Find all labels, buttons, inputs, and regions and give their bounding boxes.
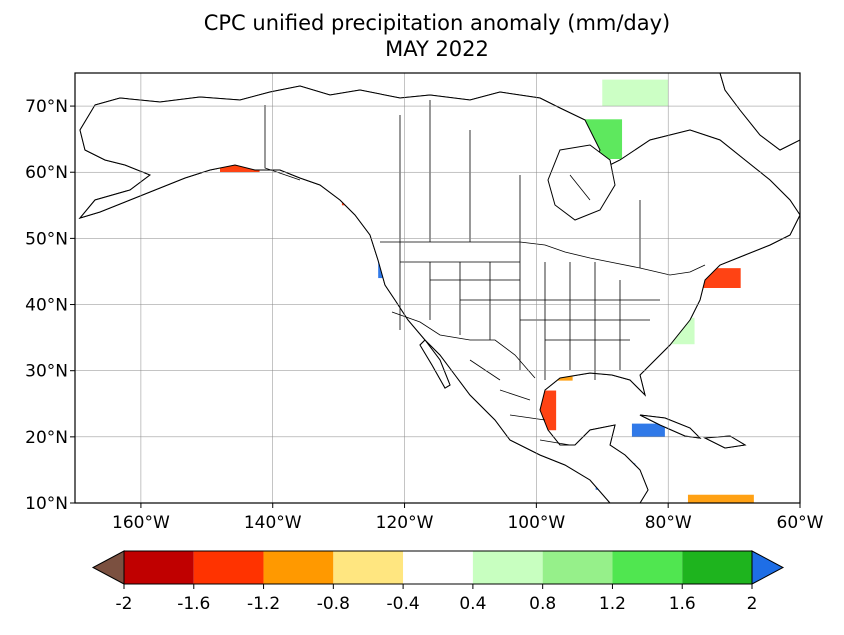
anomaly-cell bbox=[602, 79, 669, 107]
gridlines bbox=[75, 73, 800, 503]
lat-label: 70°N bbox=[25, 97, 68, 117]
lon-label: 80°W bbox=[645, 513, 692, 533]
colorbar-segment bbox=[612, 551, 683, 584]
colorbar-tick-label: 1.2 bbox=[599, 594, 626, 614]
colorbar-segment bbox=[682, 551, 752, 584]
colorbar: -2 -1.6 -1.2 -0.8 -0.4 0.4 0.8 1.2 1.6 2 bbox=[91, 550, 785, 614]
lon-label: 160°W bbox=[112, 513, 170, 533]
lon-label: 60°W bbox=[777, 513, 824, 533]
colorbar-segment bbox=[403, 551, 473, 584]
colorbar-segment bbox=[333, 551, 404, 584]
us-state-lines bbox=[399, 242, 660, 380]
colorbar-segment bbox=[124, 551, 194, 584]
political-boundaries bbox=[264, 100, 706, 446]
us-canada-border bbox=[380, 241, 706, 276]
title-line-2: MAY 2022 bbox=[385, 37, 489, 61]
colorbar-segment bbox=[193, 551, 264, 584]
latitude-labels: 10°N 20°N 30°N 40°N 50°N 60°N 70°N bbox=[25, 97, 75, 514]
colorbar-under-arrow bbox=[91, 550, 125, 585]
colorbar-segment bbox=[542, 551, 613, 584]
longitude-labels: 160°W 140°W 120°W 100°W 80°W 60°W bbox=[112, 503, 824, 533]
colorbar-tick-label: -1.6 bbox=[177, 594, 210, 614]
lat-label: 10°N bbox=[25, 494, 68, 514]
colorbar-over-arrow bbox=[751, 550, 785, 585]
colorbar-tick-label: 1.6 bbox=[669, 594, 696, 614]
lon-label: 140°W bbox=[244, 513, 302, 533]
lat-label: 50°N bbox=[25, 229, 68, 249]
us-mexico-border bbox=[391, 311, 536, 379]
lat-label: 20°N bbox=[25, 428, 68, 448]
anomaly-cell bbox=[631, 423, 665, 437]
colorbar-tick-label: 2 bbox=[747, 594, 758, 614]
lon-label: 120°W bbox=[376, 513, 434, 533]
colorbar-segment bbox=[472, 551, 543, 584]
colorbar-tick-label: -0.8 bbox=[317, 594, 350, 614]
alaska-border bbox=[264, 105, 301, 181]
lon-label: 100°W bbox=[507, 513, 565, 533]
colorbar-outline bbox=[123, 550, 753, 585]
lat-label: 40°N bbox=[25, 296, 68, 316]
colorbar-tick-label: -0.4 bbox=[387, 594, 420, 614]
lat-label: 60°N bbox=[25, 163, 68, 183]
anomaly-cell bbox=[687, 494, 754, 503]
map-frame bbox=[74, 72, 801, 504]
lat-label: 30°N bbox=[25, 362, 68, 382]
colorbar-segment bbox=[263, 551, 334, 584]
colorbar-tick-label: 0.8 bbox=[529, 594, 556, 614]
map-content bbox=[75, 73, 800, 503]
colorbar-tick-label: -2 bbox=[116, 594, 133, 614]
chart-title: CPC unified precipitation anomaly (mm/da… bbox=[0, 10, 844, 62]
colorbar-tick-label: -1.2 bbox=[247, 594, 280, 614]
canada-provinces bbox=[399, 100, 641, 268]
mexico-state-lines bbox=[469, 359, 571, 446]
title-line-1: CPC unified precipitation anomaly (mm/da… bbox=[203, 11, 671, 35]
colorbar-tick-label: 0.4 bbox=[459, 594, 486, 614]
